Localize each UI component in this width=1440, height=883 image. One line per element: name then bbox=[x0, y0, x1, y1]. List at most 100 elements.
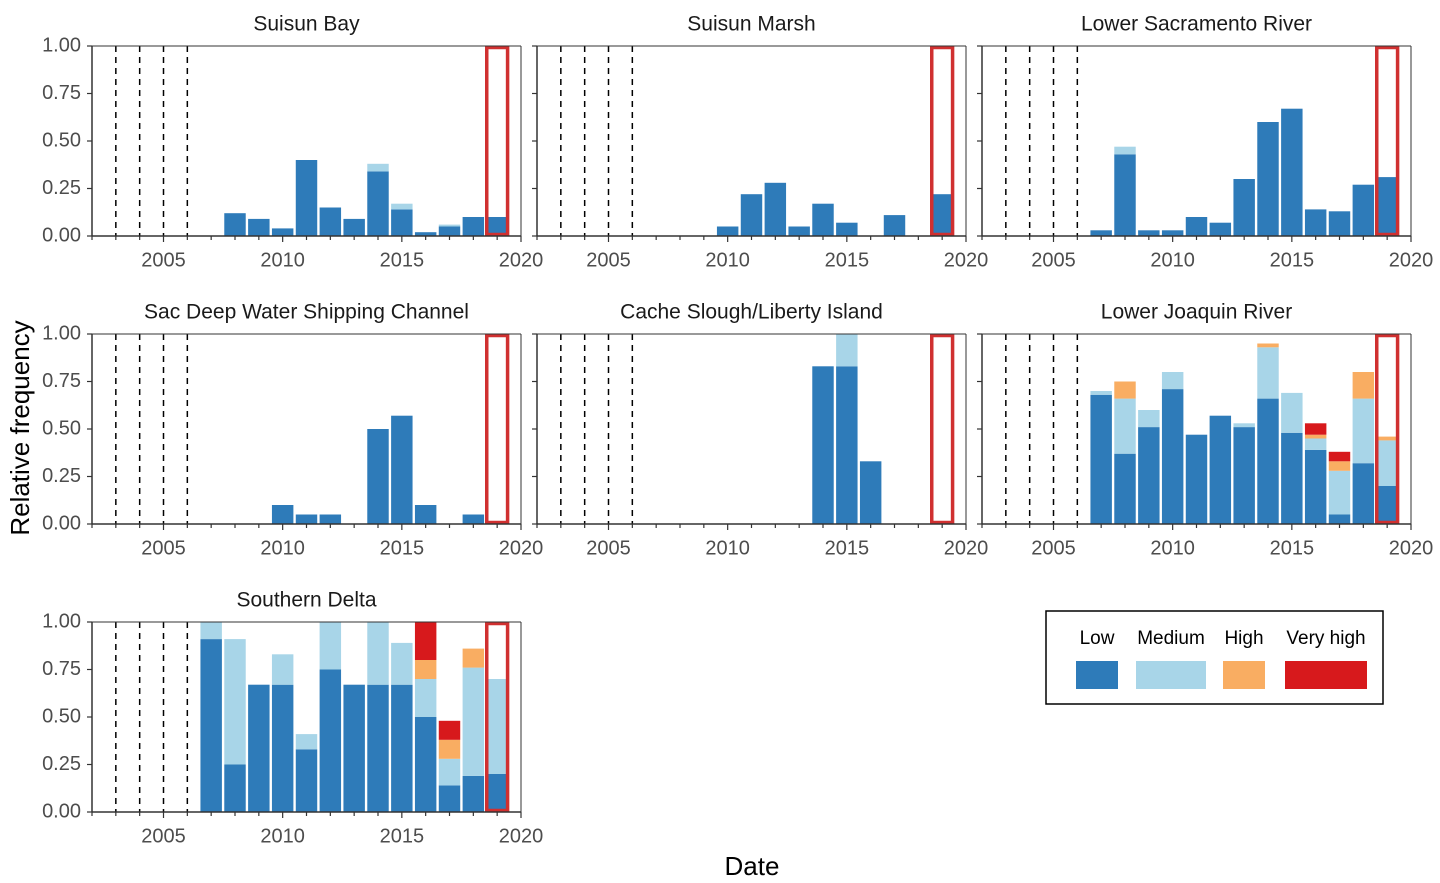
bar-segment-low bbox=[1328, 514, 1351, 524]
bar-segment-medium bbox=[486, 679, 508, 774]
bar-segment-medium bbox=[319, 622, 342, 670]
bar-segment-low bbox=[883, 215, 906, 236]
bar-segment-low bbox=[271, 228, 294, 236]
bar-segment-low bbox=[1376, 177, 1398, 236]
highlight-box bbox=[930, 45, 955, 237]
bar-segment-high bbox=[414, 660, 437, 679]
bar-segment-medium bbox=[1376, 440, 1398, 486]
bar-segment-low bbox=[740, 194, 763, 236]
bar-segment-low bbox=[224, 213, 246, 236]
bar-segment-low bbox=[271, 684, 294, 812]
highlight-box bbox=[1375, 333, 1400, 525]
bar-segment-low bbox=[391, 415, 413, 524]
bar-segment-low bbox=[295, 749, 318, 812]
panels-layer: Suisun Bay 2005 2010 2015 2020 0.00 0.25 0.50 0.… bbox=[42, 13, 1433, 848]
x-tick-label: 2015 bbox=[1270, 249, 1315, 271]
bar-segment-low bbox=[343, 218, 365, 236]
legend-label: High bbox=[1224, 628, 1263, 649]
bar-segment-medium bbox=[1304, 438, 1327, 450]
x-tick-label: 2005 bbox=[586, 249, 631, 271]
bar-segment-low bbox=[248, 684, 270, 812]
bar-segment-low bbox=[788, 226, 810, 236]
x-tick-label: 2015 bbox=[380, 249, 425, 271]
bar-segment-medium bbox=[367, 622, 389, 685]
bar-segment-medium bbox=[1114, 398, 1136, 454]
x-tick-label: 2020 bbox=[499, 249, 544, 271]
y-tick-label: 0.00 bbox=[42, 512, 81, 534]
bar-segment-low bbox=[812, 366, 834, 524]
bar-segment-medium bbox=[200, 622, 222, 640]
bar-segment-low bbox=[1209, 415, 1232, 524]
bar-segment-low bbox=[1257, 398, 1279, 524]
x-tick-label: 2010 bbox=[705, 249, 750, 271]
bar-segment-high bbox=[1304, 434, 1327, 439]
x-tick-label: 2005 bbox=[586, 537, 631, 559]
legend: Low Medium High Very high bbox=[1045, 610, 1384, 705]
y-tick-label: 0.25 bbox=[42, 177, 81, 199]
x-tick-label: 2020 bbox=[944, 249, 989, 271]
bar-segment-low bbox=[1114, 154, 1136, 236]
legend-frame bbox=[1045, 610, 1384, 705]
panel-title: Sac Deep Water Shipping Channel bbox=[144, 301, 469, 324]
legend-label: Low bbox=[1080, 628, 1115, 649]
bar-segment-medium bbox=[462, 667, 485, 776]
bar-segment-low bbox=[319, 207, 342, 236]
x-tick-label: 2010 bbox=[1150, 537, 1195, 559]
bar-segment-low bbox=[1328, 211, 1351, 236]
y-tick-label: 0.25 bbox=[42, 753, 81, 775]
bar-segment-low bbox=[716, 226, 739, 236]
bar-segment-high bbox=[1114, 381, 1136, 399]
bar-segment-low bbox=[462, 514, 485, 524]
bar-segment-low bbox=[1185, 217, 1208, 236]
x-tick-label: 2010 bbox=[260, 825, 305, 847]
bar-segment-low bbox=[1257, 122, 1279, 236]
bar-segment-low bbox=[462, 775, 485, 812]
x-tick-label: 2010 bbox=[260, 537, 305, 559]
highlight-box bbox=[930, 333, 955, 525]
bar-segment-low bbox=[1090, 394, 1112, 524]
panel: Suisun Bay 2005 2010 2015 2020 0.00 0.25 0.50 0.… bbox=[42, 13, 543, 272]
legend-key-swatch bbox=[1223, 661, 1265, 689]
bar-segment-low bbox=[1233, 427, 1255, 524]
bar-segment-medium bbox=[836, 334, 858, 367]
bar-segment-low bbox=[1304, 449, 1327, 524]
bar-segment-low bbox=[764, 182, 787, 236]
bar-segment-medium bbox=[1352, 398, 1375, 464]
y-tick-label: 0.75 bbox=[42, 370, 81, 392]
bar-segment-low bbox=[1281, 432, 1303, 524]
bar-segment-low bbox=[1090, 230, 1112, 236]
x-tick-label: 2020 bbox=[499, 825, 544, 847]
y-tick-label: 0.00 bbox=[42, 224, 81, 246]
x-tick-label: 2020 bbox=[1389, 249, 1434, 271]
bar-segment-low bbox=[438, 226, 461, 236]
bar-segment-low bbox=[414, 505, 437, 524]
x-tick-label: 2005 bbox=[1031, 537, 1076, 559]
bar-segment-high bbox=[1257, 343, 1279, 348]
x-tick-label: 2015 bbox=[380, 825, 425, 847]
bar-segment-medium bbox=[295, 734, 318, 750]
bar-segment-low bbox=[367, 684, 389, 812]
bar-segment-low bbox=[391, 684, 413, 812]
y-tick-label: 1.00 bbox=[42, 34, 81, 56]
legend-key-swatch bbox=[1076, 661, 1118, 689]
bar-segment-low bbox=[295, 160, 318, 236]
bar-segment-low bbox=[1138, 230, 1160, 236]
bar-segment-very-high bbox=[1304, 423, 1327, 435]
panel-title: Lower Joaquin River bbox=[1101, 301, 1292, 324]
bar-segment-medium bbox=[1090, 391, 1112, 395]
highlight-box bbox=[485, 333, 510, 525]
bar-segment-low bbox=[812, 203, 834, 236]
y-tick-label: 1.00 bbox=[42, 322, 81, 344]
panel-title: Suisun Marsh bbox=[687, 13, 815, 36]
bar-segment-medium bbox=[224, 639, 246, 765]
legend-key-swatch bbox=[1285, 661, 1367, 689]
x-tick-label: 2020 bbox=[1389, 537, 1434, 559]
legend-key-swatch bbox=[1136, 661, 1206, 689]
bar-segment-medium bbox=[1328, 470, 1351, 515]
bar-segment-low bbox=[1209, 222, 1232, 236]
x-tick-label: 2020 bbox=[499, 537, 544, 559]
bar-segment-low bbox=[271, 505, 294, 524]
bar-segment-low bbox=[414, 717, 437, 812]
bar-segment-low bbox=[1376, 486, 1398, 524]
